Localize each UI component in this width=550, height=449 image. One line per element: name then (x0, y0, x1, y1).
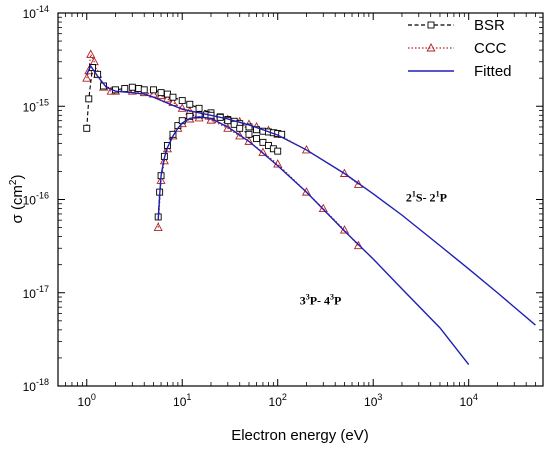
data-point (236, 124, 244, 132)
data-point (195, 111, 203, 119)
legend-label: Fitted (474, 63, 512, 80)
annot-2s-2p: 21S- 21P (406, 190, 447, 205)
x-tick-label-base: 10 (460, 395, 474, 409)
series-layer (82, 49, 536, 365)
legend-marker (427, 21, 435, 29)
data-point (224, 117, 232, 125)
annot-2s-2p-part: 1 (436, 190, 440, 199)
data-point (178, 97, 186, 105)
x-tick-label: 102 (269, 392, 287, 409)
series-line (86, 64, 536, 326)
x-tick-label-base: 10 (364, 395, 378, 409)
x-tick-label: 103 (364, 392, 382, 409)
data-point (169, 93, 177, 101)
annot-3p-4p-part: 3 (306, 292, 310, 301)
data-point (353, 240, 363, 250)
legend-label: BSR (474, 17, 505, 34)
data-point (128, 83, 136, 91)
data-point (301, 187, 312, 196)
y-tick-label-exp: -15 (36, 97, 49, 107)
x-tick-label: 104 (460, 392, 478, 409)
y-tick-label-base: 10 (23, 194, 37, 208)
data-point (245, 130, 253, 138)
data-point (159, 155, 169, 165)
data-point (85, 95, 93, 103)
annot-3p-4p-part: 3 (300, 293, 306, 307)
x-tick-label-exp: 0 (91, 392, 96, 402)
y-tick-label-exp: -18 (36, 377, 49, 387)
annot-3p-4p-part: P (334, 293, 341, 307)
data-point (86, 49, 96, 58)
data-point (245, 123, 253, 131)
x-tick-label-exp: 1 (186, 392, 191, 402)
y-tick-label: 10-15 (23, 97, 49, 114)
y-tick-label: 10-17 (23, 284, 49, 301)
data-point (150, 86, 157, 94)
x-tick-label-base: 10 (78, 395, 92, 409)
y-tick-label-base: 10 (23, 287, 37, 301)
x-tick-label-base: 10 (269, 395, 283, 409)
y-axis-title-sup: 2 (8, 179, 19, 185)
legend-item-fitted: Fitted (408, 63, 512, 80)
legend-item-ccc: CCC (408, 40, 507, 57)
data-point (186, 112, 194, 120)
plot-frame (57, 12, 544, 387)
x-tick-label: 101 (173, 392, 191, 409)
series-ccc (153, 112, 363, 250)
annot-2s-2p-part: S- 2 (416, 191, 436, 205)
legend-item-bsr: BSR (408, 17, 505, 34)
data-point (121, 85, 129, 92)
data-point (127, 86, 137, 95)
data-point (186, 100, 194, 108)
data-point (274, 147, 282, 155)
annot-3p-4p-part: P- 4 (310, 293, 330, 307)
x-tick-label-base: 10 (173, 395, 187, 409)
data-point (195, 104, 203, 112)
y-tick-label-base: 10 (23, 100, 37, 114)
series-line (157, 116, 470, 365)
annot-3p-4p: 33P- 43P (300, 292, 342, 307)
data-point (153, 222, 163, 232)
annot-2s-2p-part: 2 (406, 191, 412, 205)
y-tick-label-base: 10 (23, 380, 37, 394)
x-axis-title: Electron energy (eV) (231, 427, 369, 444)
y-tick-label-exp: -16 (36, 191, 49, 201)
y-axis-title: σ (cm2) (8, 175, 26, 224)
x-tick-label-exp: 2 (282, 392, 287, 402)
y-tick-label-base: 10 (23, 7, 37, 21)
data-point (162, 93, 172, 103)
x-tick-label-exp: 4 (473, 392, 478, 402)
y-axis-title-base: σ (cm (9, 185, 26, 223)
x-tick-label: 100 (78, 392, 96, 409)
legend-label: CCC (474, 40, 507, 57)
series-fitted (157, 116, 470, 365)
y-tick-label-exp: -14 (36, 4, 49, 14)
annot-2s-2p-part: 1 (412, 190, 416, 199)
data-point (82, 73, 92, 82)
data-point (140, 86, 148, 94)
annot-3p-4p-part: 3 (330, 292, 334, 301)
data-point (253, 135, 260, 143)
series-fitted (86, 64, 536, 326)
y-tick-label: 10-14 (23, 4, 49, 21)
annot-2s-2p-part: P (440, 191, 447, 205)
data-point (157, 89, 165, 97)
y-axis-title-tail: ) (9, 175, 26, 180)
y-tick-label-exp: -17 (36, 284, 49, 294)
x-tick-label-exp: 3 (377, 392, 382, 402)
y-tick-label: 10-16 (23, 191, 49, 208)
data-point (83, 124, 91, 132)
data-point (235, 131, 245, 140)
legend-marker (426, 43, 436, 52)
y-tick-label: 10-18 (23, 377, 49, 394)
legend: BSR CCC Fitted (408, 17, 512, 80)
